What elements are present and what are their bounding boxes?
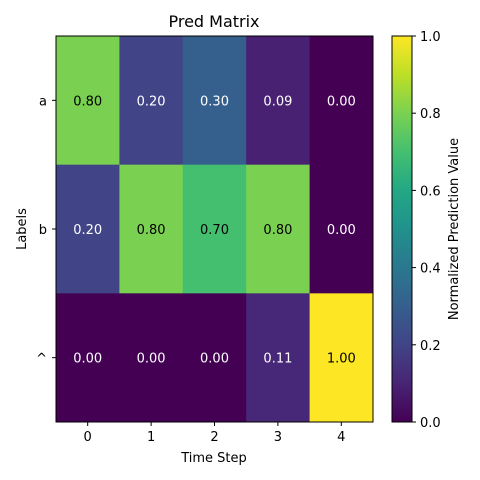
colorbar-tick-label: 0.4 (420, 262, 441, 277)
x-tick-label: 2 (210, 430, 218, 445)
cell-value-label: 0.80 (137, 223, 166, 238)
cell-value-label: 0.30 (200, 94, 229, 109)
heatmap-cell (309, 293, 374, 423)
cell-value-label: 0.09 (263, 94, 292, 109)
heatmap-cell (246, 164, 311, 294)
colorbar-frame (391, 35, 413, 423)
cell-value-label: 1.00 (327, 352, 356, 367)
heatmap-cell (182, 164, 247, 294)
heatmap-cell (182, 293, 247, 423)
x-tick-label: 1 (147, 430, 155, 445)
cell-value-label: 0.20 (73, 223, 102, 238)
heatmap-cell (119, 293, 184, 423)
cell-value-label: 0.80 (73, 94, 102, 109)
y-tick-label: ^ (36, 352, 47, 367)
y-axis-label: Labels (15, 208, 30, 250)
heatmap-cell (56, 36, 120, 166)
x-tick-label: 3 (274, 430, 282, 445)
colorbar-tick-label: 0.8 (420, 107, 441, 122)
cell-value-label: 0.00 (200, 352, 229, 367)
cell-value-label: 0.00 (73, 352, 102, 367)
x-tick-label: 4 (337, 430, 345, 445)
heatmap-cell (309, 164, 374, 294)
heatmap-cell (119, 36, 184, 166)
x-axis: 0 1 2 3 4 (84, 422, 345, 445)
heatmap-cell (182, 36, 247, 166)
x-axis-label: Time Step (180, 451, 247, 466)
chart-title: Pred Matrix (168, 12, 259, 31)
heatmap-cell (56, 164, 120, 294)
cell-value-label: 0.00 (137, 352, 166, 367)
y-tick-label: a (39, 94, 47, 109)
colorbar (392, 36, 412, 422)
cell-value-label: 0.20 (137, 94, 166, 109)
colorbar-tick-label: 1.0 (420, 30, 441, 45)
heatmap-value-labels: 0.80 0.20 0.30 0.09 0.00 0.20 0.80 0.70 0.80 0.00… (73, 94, 356, 366)
heatmap-cell (246, 36, 311, 166)
y-tick-label: b (39, 223, 47, 238)
heatmap-cell (246, 293, 311, 423)
cell-value-label: 0.80 (263, 223, 292, 238)
colorbar-label: Normalized Prediction Value (447, 138, 462, 320)
colorbar-tick-label: 0.0 (420, 416, 441, 431)
colorbar-tick-label: 0.2 (420, 339, 441, 354)
heatmap-cells (56, 36, 374, 423)
colorbar-ticks: 0.0 0.2 0.4 0.6 0.8 1.0 (412, 30, 441, 431)
colorbar-tick-label: 0.6 (420, 184, 441, 199)
cell-value-label: 0.00 (327, 223, 356, 238)
heatmap-cell (119, 164, 184, 294)
x-tick-label: 0 (84, 430, 92, 445)
cell-value-label: 0.00 (327, 94, 356, 109)
cell-value-label: 0.70 (200, 223, 229, 238)
heatmap-cell (309, 36, 374, 166)
heatmap-cell (56, 293, 120, 423)
y-axis: a b ^ (36, 94, 56, 367)
cell-value-label: 0.11 (263, 352, 292, 367)
